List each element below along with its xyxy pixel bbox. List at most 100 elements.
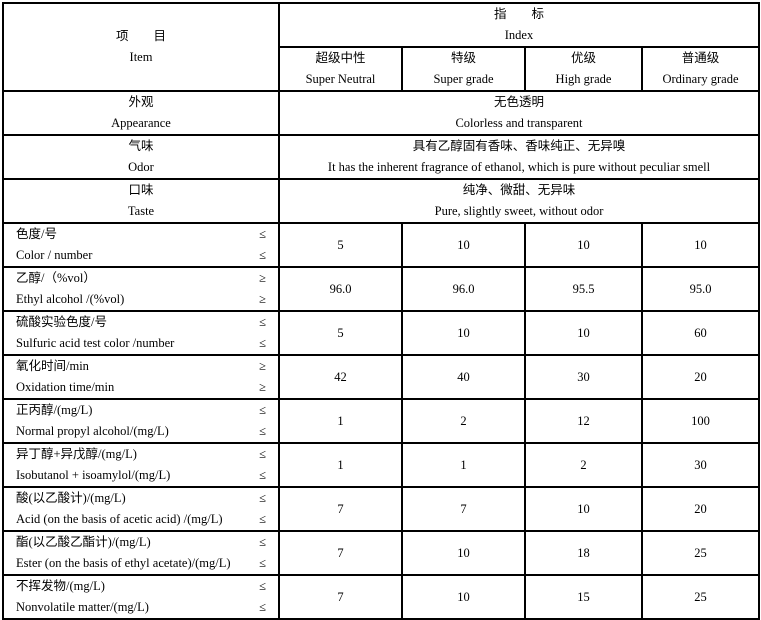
- item-cn: 口味: [128, 183, 154, 197]
- item-cn: 不挥发物/(mg/L) ≤: [4, 576, 278, 597]
- value-cn: 纯净、微甜、无异味: [462, 183, 576, 197]
- item-cn: 异丁醇+异戊醇/(mg/L) ≤: [4, 444, 278, 465]
- table-row: 色度/号 ≤ Color / number ≤5 10 10 10: [2, 222, 760, 268]
- item-en: Ester (on the basis of ethyl acetate)/(m…: [4, 553, 278, 574]
- value-cell: 10: [401, 574, 526, 620]
- grade-header: 特级 Super grade: [401, 46, 526, 92]
- table-row: 酯(以乙酸乙酯计)/(mg/L) ≤ Ester (on the basis of …: [2, 530, 760, 576]
- operator: ≤: [259, 336, 266, 350]
- value-en: It has the inherent fragrance of ethanol…: [327, 160, 711, 174]
- grade-cn: 特级: [450, 51, 476, 65]
- value-cell: 42: [278, 354, 403, 400]
- value-cell: 60: [641, 310, 760, 356]
- item-en: Ethyl alcohol /(%vol) ≥: [4, 289, 278, 310]
- value-cell: 7: [278, 530, 403, 576]
- value-cell: 40: [401, 354, 526, 400]
- item-en: Normal propyl alcohol/(mg/L) ≤: [4, 421, 278, 442]
- operator: ≤: [259, 227, 266, 241]
- table-row: 正丙醇/(mg/L) ≤ Normal propyl alcohol/(mg/L) ≤…: [2, 398, 760, 444]
- value-cell: 10: [524, 310, 643, 356]
- item-cell: 酸(以乙酸计)/(mg/L) ≤ Acid (on the basis of ace…: [2, 486, 280, 532]
- operator: ≤: [259, 248, 266, 262]
- item-header: 项 目 Item: [2, 2, 280, 92]
- value-cell: 25: [641, 574, 760, 620]
- grade-cn: 超级中性: [315, 51, 366, 65]
- operator: ≤: [259, 600, 266, 614]
- value-cell: 18: [524, 530, 643, 576]
- value-cell: 10: [641, 222, 760, 268]
- value-cell: 20: [641, 354, 760, 400]
- table-row: 异丁醇+异戊醇/(mg/L) ≤ Isobutanol + isoamylol/(m…: [2, 442, 760, 488]
- grade-en: Super Neutral: [305, 72, 376, 86]
- value-cell: 1: [401, 442, 526, 488]
- value-cell: 5: [278, 222, 403, 268]
- value-cell: 100: [641, 398, 760, 444]
- value-cell: 96.0: [401, 266, 526, 312]
- item-cell: 不挥发物/(mg/L) ≤ Nonvolatile matter/(mg/L) ≤: [2, 574, 280, 620]
- value-cn: 无色透明: [493, 95, 544, 109]
- item-header-cn: 项 目: [115, 29, 166, 43]
- item-en: Taste: [127, 204, 155, 218]
- item-cn: 酯(以乙酸乙酯计)/(mg/L) ≤: [4, 532, 278, 553]
- operator: ≤: [259, 556, 266, 570]
- value-cell: 无色透明 Colorless and transparent: [278, 90, 760, 136]
- table-row: 硫酸实验色度/号 ≤ Sulfuric acid test color /numbe…: [2, 310, 760, 356]
- value-cell: 30: [524, 354, 643, 400]
- item-cell: 酯(以乙酸乙酯计)/(mg/L) ≤ Ester (on the basis of …: [2, 530, 280, 576]
- value-cell: 20: [641, 486, 760, 532]
- grade-header: 普通级 Ordinary grade: [641, 46, 760, 92]
- item-cell: 正丙醇/(mg/L) ≤ Normal propyl alcohol/(mg/L) ≤: [2, 398, 280, 444]
- item-en: Color / number ≤: [4, 245, 278, 266]
- value-cell: 12: [524, 398, 643, 444]
- value-cell: 纯净、微甜、无异味 Pure, slightly sweet, without o…: [278, 178, 760, 224]
- value-cell: 具有乙醇固有香味、香味纯正、无异嗅 It has the inherent fra…: [278, 134, 760, 180]
- value-cell: 7: [278, 486, 403, 532]
- index-header-cn: 指 标: [493, 7, 544, 21]
- operator: ≥: [259, 359, 266, 373]
- table-row: 酸(以乙酸计)/(mg/L) ≤ Acid (on the basis of ace…: [2, 486, 760, 532]
- item-cell: 外观 Appearance: [2, 90, 280, 136]
- item-en: Nonvolatile matter/(mg/L) ≤: [4, 597, 278, 618]
- item-cn: 酸(以乙酸计)/(mg/L) ≤: [4, 488, 278, 509]
- item-cn: 气味: [128, 139, 154, 153]
- grade-en: Super grade: [433, 72, 494, 86]
- value-cell: 2: [401, 398, 526, 444]
- item-en: Sulfuric acid test color /number ≤: [4, 333, 278, 354]
- operator: ≤: [259, 403, 266, 417]
- value-cell: 95.5: [524, 266, 643, 312]
- value-en: Colorless and transparent: [455, 116, 583, 130]
- item-cn: 色度/号 ≤: [4, 224, 278, 245]
- item-en: Appearance: [111, 116, 171, 130]
- value-cell: 1: [278, 442, 403, 488]
- operator: ≤: [259, 424, 266, 438]
- value-en: Pure, slightly sweet, without odor: [434, 204, 604, 218]
- value-cell: 10: [524, 486, 643, 532]
- item-en: Acid (on the basis of acetic acid) /(mg/…: [4, 509, 278, 530]
- value-cell: 30: [641, 442, 760, 488]
- operator: ≥: [259, 292, 266, 306]
- item-cn: 氧化时间/min ≥: [4, 356, 278, 377]
- operator: ≥: [259, 271, 266, 285]
- item-cn: 正丙醇/(mg/L) ≤: [4, 400, 278, 421]
- index-header: 指 标 Index: [278, 2, 760, 48]
- grade-en: Ordinary grade: [662, 72, 739, 86]
- item-en: Oxidation time/min ≥: [4, 377, 278, 398]
- grade-cn: 优级: [570, 51, 596, 65]
- grade-en: High grade: [555, 72, 612, 86]
- value-cell: 10: [401, 530, 526, 576]
- item-cell: 硫酸实验色度/号 ≤ Sulfuric acid test color /numbe…: [2, 310, 280, 356]
- item-en: Isobutanol + isoamylol/(mg/L) ≤: [4, 465, 278, 486]
- operator: ≤: [259, 512, 266, 526]
- item-cell: 乙醇/（%vol） ≥ Ethyl alcohol /(%vol) ≥: [2, 266, 280, 312]
- operator: ≤: [259, 315, 266, 329]
- value-cell: 7: [278, 574, 403, 620]
- grade-header: 优级 High grade: [524, 46, 643, 92]
- item-cell: 异丁醇+异戊醇/(mg/L) ≤ Isobutanol + isoamylol/(m…: [2, 442, 280, 488]
- item-cell: 气味 Odor: [2, 134, 280, 180]
- grade-header: 超级中性 Super Neutral: [278, 46, 403, 92]
- value-cell: 10: [524, 222, 643, 268]
- value-cell: 2: [524, 442, 643, 488]
- value-cell: 95.0: [641, 266, 760, 312]
- operator: ≤: [259, 447, 266, 461]
